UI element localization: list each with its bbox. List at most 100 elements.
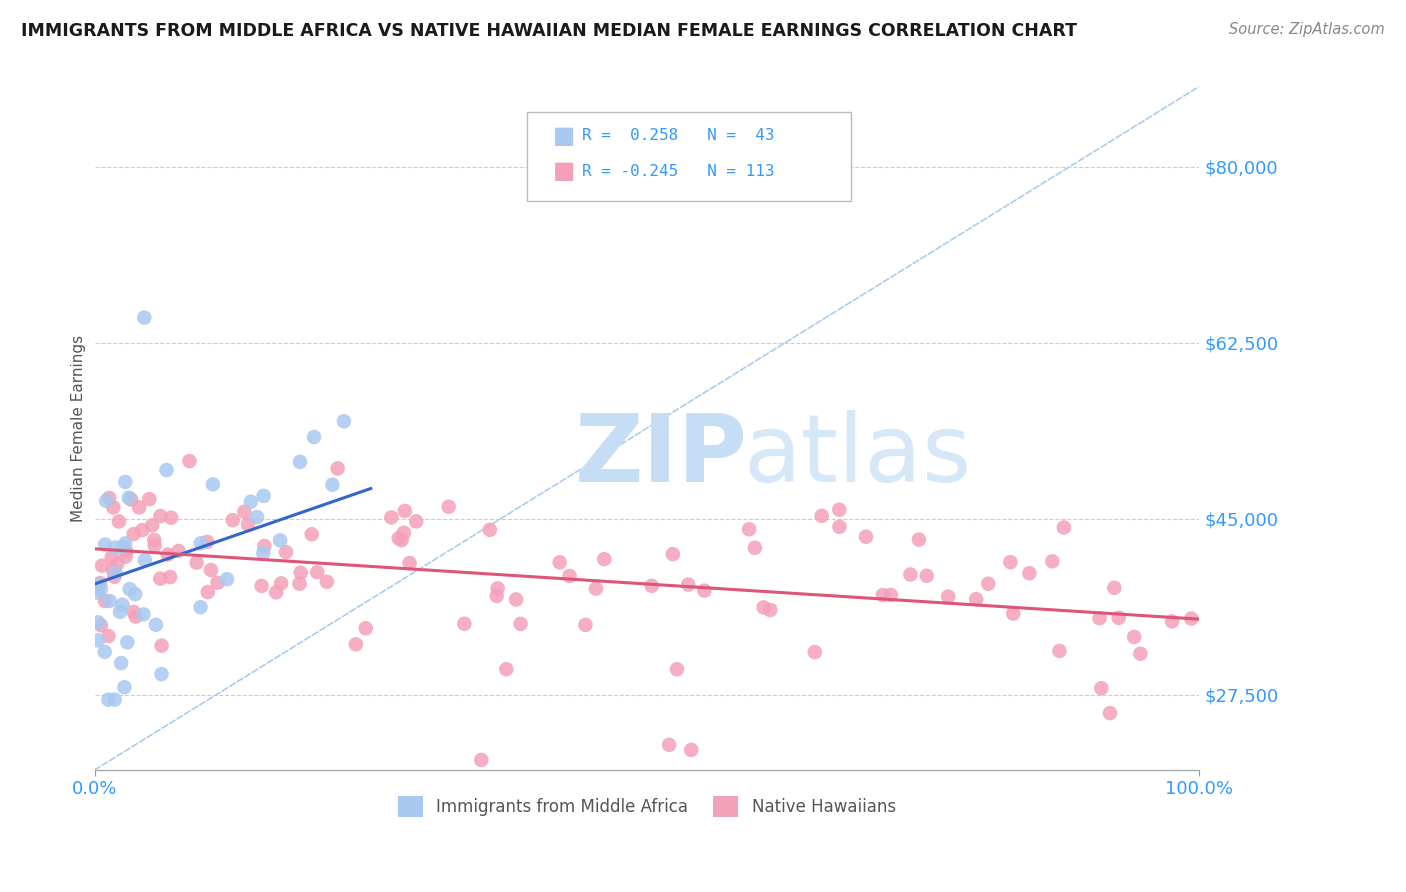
Point — [97, 692, 120, 706]
Point — [122, 527, 145, 541]
Point — [391, 533, 413, 548]
Point — [201, 477, 224, 491]
Point — [149, 572, 172, 586]
Point — [195, 535, 218, 549]
Point — [114, 475, 136, 489]
Point — [94, 538, 117, 552]
Point — [1161, 615, 1184, 629]
Point — [108, 515, 131, 529]
Point — [437, 500, 460, 514]
Text: atlas: atlas — [744, 409, 972, 501]
Point — [115, 544, 138, 558]
Point — [855, 530, 877, 544]
Point — [495, 662, 517, 676]
Point — [138, 491, 160, 506]
Point — [110, 656, 132, 670]
Point — [159, 570, 181, 584]
Point — [141, 518, 163, 533]
Point — [108, 605, 131, 619]
Point — [236, 517, 259, 532]
Point — [98, 594, 121, 608]
Point — [307, 566, 329, 580]
Point — [301, 527, 323, 541]
Point — [160, 510, 183, 524]
Point — [101, 563, 124, 577]
Point — [288, 576, 311, 591]
Text: ■: ■ — [553, 124, 575, 147]
Point — [239, 494, 262, 508]
Point — [186, 556, 208, 570]
Point — [872, 588, 894, 602]
Point — [90, 618, 112, 632]
Point — [167, 544, 190, 558]
Point — [222, 513, 245, 527]
Point — [217, 572, 239, 586]
Point — [114, 549, 136, 564]
Point — [1104, 581, 1126, 595]
Point — [1180, 611, 1202, 625]
Point — [908, 533, 931, 547]
Point — [145, 617, 167, 632]
Point — [388, 532, 411, 546]
Point — [321, 477, 343, 491]
Point — [354, 621, 377, 635]
Point — [89, 576, 111, 591]
Text: ■: ■ — [553, 160, 575, 183]
Point — [880, 588, 903, 602]
Point — [478, 523, 501, 537]
Point — [344, 637, 367, 651]
Point — [87, 577, 110, 591]
Point — [398, 556, 420, 570]
Point — [100, 550, 122, 565]
Point — [246, 510, 269, 524]
Point — [1018, 566, 1040, 581]
Point — [676, 577, 699, 591]
Point — [190, 600, 212, 615]
Point — [1090, 681, 1112, 696]
Text: R = -0.245   N = 113: R = -0.245 N = 113 — [582, 164, 775, 178]
Point — [114, 536, 136, 550]
Point — [270, 576, 292, 591]
Point — [333, 414, 356, 428]
Point — [103, 570, 125, 584]
Point — [105, 557, 128, 571]
Point — [125, 609, 148, 624]
Point — [104, 692, 127, 706]
Point — [90, 558, 112, 573]
Point — [264, 585, 287, 599]
Point — [150, 639, 173, 653]
Point — [197, 585, 219, 599]
Point — [558, 569, 581, 583]
Point — [810, 508, 832, 523]
Point — [253, 539, 276, 553]
Point — [665, 662, 688, 676]
Point — [124, 587, 146, 601]
Point — [1099, 706, 1122, 721]
Point — [149, 509, 172, 524]
Point — [200, 563, 222, 577]
Point — [900, 567, 922, 582]
Point — [93, 645, 115, 659]
Point — [965, 592, 987, 607]
Point — [118, 491, 141, 505]
Point — [1129, 647, 1152, 661]
Point — [112, 540, 135, 554]
Point — [977, 576, 1000, 591]
Point — [505, 592, 527, 607]
Point — [693, 583, 716, 598]
Point — [155, 463, 177, 477]
Point — [87, 615, 110, 630]
Text: ZIP: ZIP — [575, 409, 748, 501]
Point — [94, 493, 117, 508]
Point — [252, 489, 274, 503]
Point — [120, 492, 142, 507]
Point — [828, 520, 851, 534]
Point — [485, 589, 508, 603]
Point — [759, 603, 782, 617]
Point — [179, 454, 201, 468]
Point — [117, 635, 139, 649]
Point — [250, 579, 273, 593]
Point — [738, 522, 761, 536]
Point — [593, 552, 616, 566]
Point — [574, 618, 596, 632]
